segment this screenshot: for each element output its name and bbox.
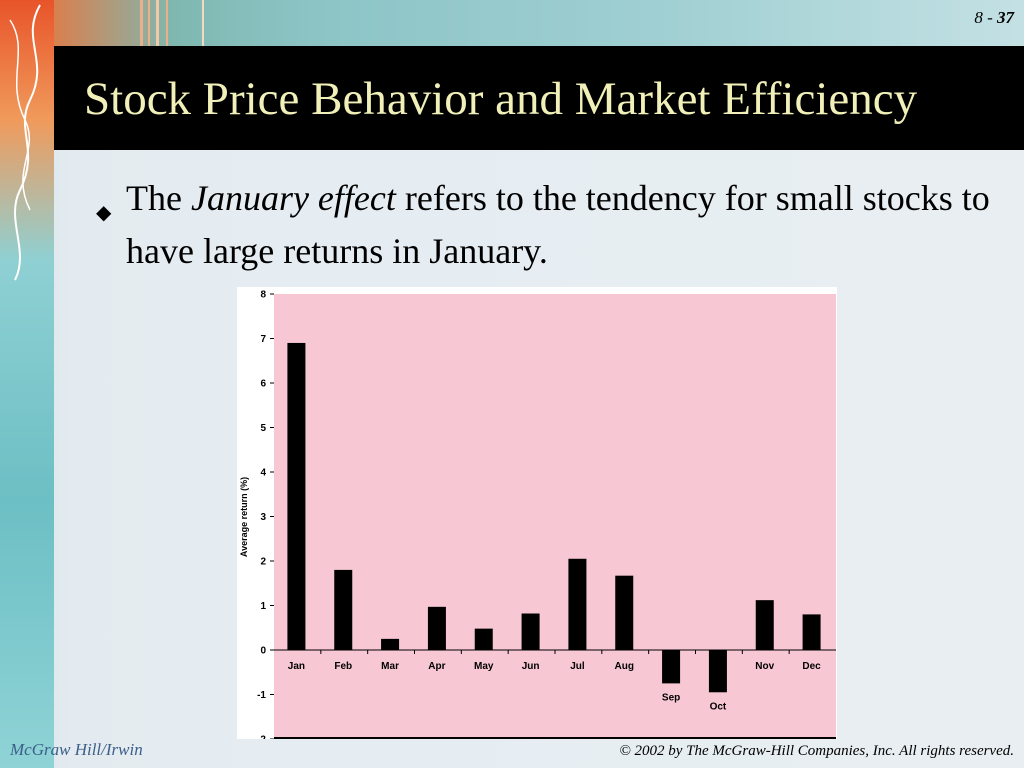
bars bbox=[287, 342, 821, 693]
y-tick-label: 8 bbox=[260, 290, 266, 301]
bar-nov bbox=[755, 600, 774, 650]
x-category-label: Apr bbox=[428, 661, 445, 672]
x-category-label: Nov bbox=[755, 661, 774, 672]
y-tick-label: -2 bbox=[257, 735, 266, 740]
bullet-suffix: refers to the tendency for small stocks … bbox=[126, 178, 990, 271]
bar-sep bbox=[662, 650, 681, 684]
y-tick-label: 6 bbox=[260, 379, 266, 390]
bullet-item: ◆ The January effect refers to the tende… bbox=[96, 172, 996, 278]
footer-copyright: © 2002 by The McGraw-Hill Companies, Inc… bbox=[619, 743, 1014, 759]
bar-dec bbox=[802, 614, 821, 650]
diamond-bullet-icon: ◆ bbox=[96, 202, 112, 224]
slide-title: Stock Price Behavior and Market Efficien… bbox=[84, 73, 918, 125]
stripes-decoration-icon bbox=[140, 0, 204, 46]
bar-feb bbox=[334, 569, 353, 650]
slide-number-value: 37 bbox=[997, 8, 1014, 27]
bullet-text: The January effect refers to the tendenc… bbox=[126, 172, 996, 278]
bullet-emphasis: January effect bbox=[190, 178, 396, 218]
x-category-label: Jul bbox=[570, 661, 585, 672]
bar-jul bbox=[568, 558, 587, 650]
x-category-label: Mar bbox=[381, 661, 399, 672]
x-category-label: Oct bbox=[710, 701, 727, 712]
plot-area bbox=[274, 294, 836, 739]
x-category-label: Feb bbox=[334, 661, 352, 672]
top-decorative-band bbox=[54, 0, 1024, 46]
x-axis-labels: Jan Feb Mar Apr May Jun Jul Aug Sep Oct Nov Dec bbox=[288, 650, 821, 712]
bar-apr bbox=[427, 606, 446, 650]
bar-jun bbox=[521, 613, 540, 650]
y-tick-label: 0 bbox=[260, 646, 266, 657]
x-category-label: Jun bbox=[522, 661, 540, 672]
y-tick-label: 2 bbox=[260, 557, 266, 568]
y-tick-label: 4 bbox=[260, 468, 266, 479]
y-tick-label: 1 bbox=[260, 601, 266, 612]
x-category-label: May bbox=[474, 661, 494, 672]
bar-may bbox=[474, 628, 493, 650]
x-category-label: Jan bbox=[288, 661, 305, 672]
bar-chart: 8 7 6 5 4 3 2 1 0 -1 -2 Jan Feb Mar Apr May Jun Jul Aug Se… bbox=[239, 290, 836, 746]
bullet-prefix: The bbox=[126, 178, 191, 218]
ribbon-decoration-icon bbox=[9, 4, 41, 281]
footer-publisher: McGraw Hill/Irwin bbox=[10, 740, 143, 759]
y-tick-label: 3 bbox=[260, 512, 266, 523]
y-axis-label: Average return (%) bbox=[239, 477, 249, 557]
slide-number: 8 - 37 bbox=[974, 8, 1014, 28]
bar-mar bbox=[381, 638, 400, 650]
title-bar bbox=[54, 46, 1024, 150]
y-tick-label: 7 bbox=[260, 334, 266, 345]
bar-oct bbox=[708, 650, 727, 693]
left-decorative-strip bbox=[0, 0, 54, 768]
y-tick-label: -1 bbox=[257, 690, 266, 701]
slide-number-prefix: 8 - bbox=[974, 8, 997, 27]
y-tick-label: 5 bbox=[260, 423, 266, 434]
chart-container: 8 7 6 5 4 3 2 1 0 -1 -2 Jan Feb Mar Apr May Jun Jul Aug Se… bbox=[237, 287, 837, 746]
bar-aug bbox=[615, 575, 634, 650]
x-category-label: Aug bbox=[615, 661, 634, 672]
x-category-label: Dec bbox=[802, 661, 821, 672]
bar-jan bbox=[287, 342, 306, 650]
x-category-label: Sep bbox=[662, 692, 680, 703]
